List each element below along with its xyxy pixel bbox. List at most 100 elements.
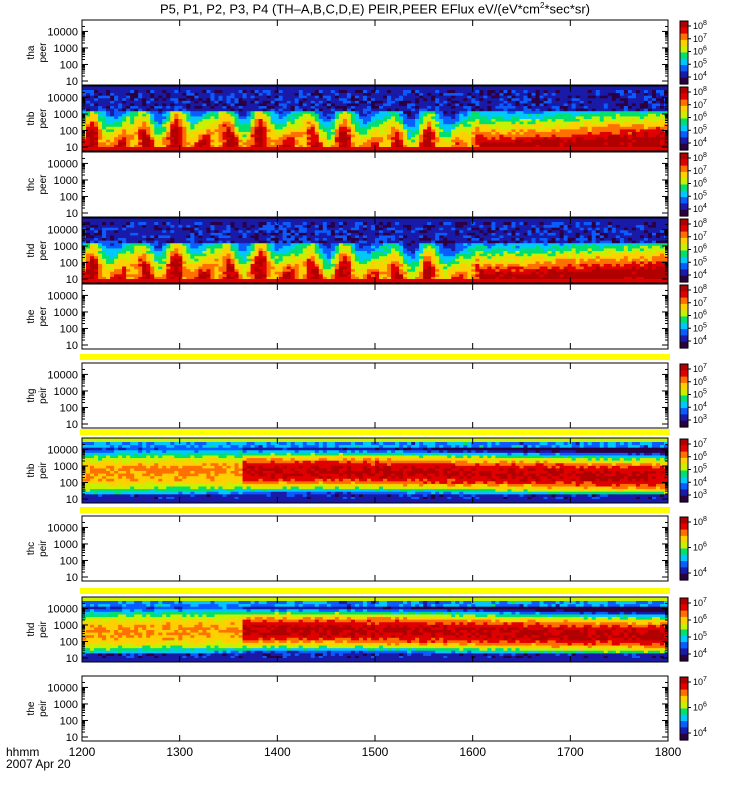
chart-title-exponent: 2 <box>540 1 545 10</box>
data-fill-bar <box>80 429 670 435</box>
colorbar-tick-label: 105 <box>693 58 707 69</box>
colorbar-tick-label: 108 <box>693 284 707 295</box>
panel-label-probe: the <box>26 701 37 715</box>
x-axis-label: hhmm <box>6 745 39 759</box>
panel-label-probe: thd <box>26 244 37 258</box>
colorbar-tick-label: 104 <box>693 401 707 412</box>
x-tick-label: 1600 <box>459 745 486 759</box>
chart-title-main: P5, P1, P2, P3, P4 (TH–A,B,C,D,E) PEIR,P… <box>160 1 541 17</box>
colorbar-tick-label: 106 <box>693 244 707 255</box>
colorbar-tick-label: 106 <box>693 112 707 123</box>
y-tick-label: 10 <box>66 76 78 88</box>
y-tick-label: 100 <box>60 125 78 137</box>
y-tick-label: 10000 <box>47 224 78 236</box>
colorbar-tick-label: 106 <box>693 46 707 57</box>
y-tick-label: 10 <box>66 653 78 665</box>
colorbar-tick-label: 106 <box>693 310 707 321</box>
panel-label-species: peir <box>38 620 49 637</box>
y-tick-label: 10 <box>66 732 78 744</box>
panel-label-species: peer <box>38 174 49 195</box>
colorbar-tick-label: 108 <box>693 152 707 163</box>
panel-thc-peir: 10000 1000 100 10 thc peir 108 106 104 <box>26 507 707 584</box>
panel-label-species: peer <box>38 108 49 129</box>
x-axis-date: 2007 Apr 20 <box>6 757 71 771</box>
chart-title: P5, P1, P2, P3, P4 (TH–A,B,C,D,E) PEIR,P… <box>0 1 750 16</box>
y-tick-label: 1000 <box>54 699 78 711</box>
colorbar-tick-label: 105 <box>693 464 707 475</box>
heatmap <box>82 601 669 659</box>
y-tick-label: 1000 <box>54 109 78 121</box>
colorbar-tick-label: 105 <box>693 322 707 333</box>
colorbar-tick-label: 104 <box>693 137 707 148</box>
y-tick-label: 10000 <box>47 682 78 694</box>
colorbar-tick-label: 107 <box>693 438 707 449</box>
colorbar-tick-label: 105 <box>693 389 707 400</box>
data-fill-bar <box>80 354 670 360</box>
colorbar-tick-label: 103 <box>693 489 707 500</box>
colorbar-frame <box>679 597 689 662</box>
y-tick-label: 1000 <box>54 461 78 473</box>
colorbar-tick-label: 106 <box>693 178 707 189</box>
panel-label-species: peir <box>38 461 49 478</box>
colorbar-tick-label: 108 <box>693 20 707 31</box>
colorbar-frame <box>679 438 689 503</box>
panel-frame <box>81 151 669 218</box>
y-tick-label: 10000 <box>47 290 78 302</box>
colorbar-tick-label: 105 <box>693 124 707 135</box>
x-tick-label: 1800 <box>655 745 682 759</box>
y-tick-label: 10000 <box>47 369 78 381</box>
y-tick-label: 100 <box>60 191 78 203</box>
data-fill-bar <box>80 507 670 513</box>
colorbar-tick-label: 106 <box>693 542 707 553</box>
y-tick-label: 1000 <box>54 620 78 632</box>
x-tick-label: 1200 <box>69 745 96 759</box>
colorbar-tick-label: 108 <box>693 516 707 527</box>
colorbar-frame <box>679 152 689 217</box>
colorbar-tick-label: 107 <box>693 297 707 308</box>
heatmap <box>82 90 669 148</box>
panel-label-probe: thb <box>26 463 37 477</box>
colorbar-tick-label: 106 <box>693 451 707 462</box>
panel-frame <box>81 362 669 429</box>
chart-title-tail: *sec*sr) <box>544 1 590 17</box>
panel-label-species: peir <box>38 699 49 716</box>
panel-frame <box>81 283 669 350</box>
y-tick-label: 10000 <box>47 158 78 170</box>
colorbar-tick-label: 104 <box>693 727 707 738</box>
colorbar-tick-label: 107 <box>693 363 707 374</box>
colorbar-tick-label: 105 <box>693 631 707 642</box>
y-tick-label: 1000 <box>54 307 78 319</box>
colorbar: 107 106 104 <box>679 676 707 741</box>
y-tick-label: 10 <box>66 208 78 220</box>
panel-thd-peir: 10000 1000 100 10 thd peir 107 106 105 104 <box>26 588 707 665</box>
y-tick-label: 1000 <box>54 386 78 398</box>
panel-label-probe: the <box>26 309 37 323</box>
y-tick-label: 100 <box>60 323 78 335</box>
colorbar-tick-label: 104 <box>693 71 707 82</box>
colorbar-tick-label: 104 <box>693 203 707 214</box>
y-tick-label: 10 <box>66 274 78 286</box>
colorbar-frame <box>679 363 689 428</box>
y-tick-label: 100 <box>60 402 78 414</box>
colorbar-frame <box>679 20 689 85</box>
colorbar: 108 106 104 <box>679 516 707 581</box>
y-tick-label: 1000 <box>54 43 78 55</box>
colorbar-tick-label: 106 <box>693 702 707 713</box>
y-tick-label: 1000 <box>54 175 78 187</box>
colorbar-frame <box>679 516 689 581</box>
y-tick-label: 100 <box>60 59 78 71</box>
colorbar-tick-label: 104 <box>693 648 707 659</box>
panel-label-species: peir <box>38 539 49 556</box>
y-tick-label: 100 <box>60 477 78 489</box>
